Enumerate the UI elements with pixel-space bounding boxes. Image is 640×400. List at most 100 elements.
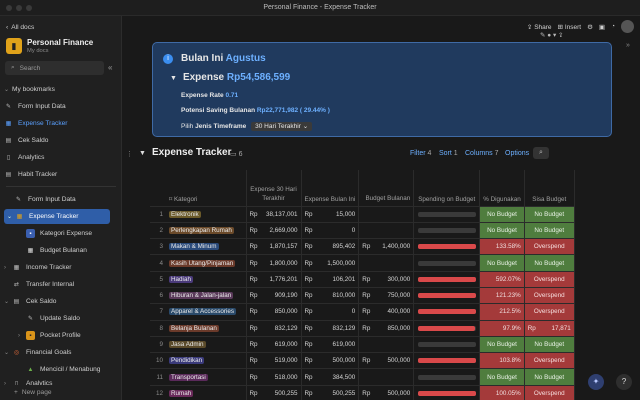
kategori-tag[interactable]: Elektronik [169, 210, 201, 218]
ai-assistant-button[interactable]: ✦ [588, 374, 604, 390]
sidebar-item-cek-saldo[interactable]: ⌄ ▤ Cek Saldo [4, 298, 57, 305]
month-label: Bulan Ini [181, 53, 224, 64]
kategori-cell[interactable]: Jasa Admin [166, 336, 247, 354]
bookmark-cek-saldo[interactable]: ▤ Cek Saldo [5, 137, 49, 144]
options-button[interactable]: Options [505, 150, 530, 157]
sidebar-item-form-input-data[interactable]: ✎ Form Input Data [15, 196, 76, 203]
kategori-tag[interactable]: Kasih Utang/Pinjaman [169, 259, 236, 267]
col-spending-on-budget[interactable]: Spending on Budget [413, 170, 481, 207]
table-title[interactable]: Expense Tracker [152, 147, 232, 158]
sidebar-item-pocket-profile[interactable]: › ▪ Pocket Profile [18, 331, 81, 340]
table-row[interactable]: 10 Pendidikan Rp 519,000 Rp 500,000 Rp 500,000 1… [150, 352, 575, 370]
sidebar-item-kategori-expense[interactable]: ▪ Kategori Expense [0, 226, 121, 241]
bookmark-form-input-data[interactable]: ✎ Form Input Data [5, 103, 66, 110]
col-sisa-budget[interactable]: Sisa Budget [524, 170, 575, 207]
timeframe-select[interactable]: 30 Hari Terakhir ⌄ [251, 122, 313, 131]
kategori-tag[interactable]: Jasa Admin [169, 341, 206, 349]
col-expense-30[interactable]: Expense 30 Hari Terakhir [246, 170, 302, 207]
table-row[interactable]: 7 Apparel & Accessories Rp 850,000 Rp 0 Rp 400,… [150, 303, 575, 321]
avatar[interactable] [621, 20, 634, 33]
sidebar-item-update-saldo[interactable]: ✎ Update Saldo [27, 315, 80, 322]
collapse-sidebar-icon[interactable]: « [108, 63, 113, 72]
drag-handle-icon[interactable]: ⋮ [126, 151, 133, 158]
sidebar-item-income-tracker[interactable]: › ▦ Income Tracker [4, 264, 72, 271]
table-row[interactable]: 11 Transportasi Rp 518,000 Rp 384,500 No Budge… [150, 368, 575, 386]
kategori-tag[interactable]: Perlengkapan Rumah [169, 226, 234, 234]
workspace-logo[interactable]: ▮ [6, 38, 22, 54]
kategori-cell[interactable]: Perlengkapan Rumah [166, 222, 247, 240]
kategori-tag[interactable]: Transportasi [169, 373, 208, 381]
col-pct-digunakan[interactable]: % Digunakan [479, 170, 525, 207]
kategori-tag[interactable]: Hiburan & Jalan-jalan [169, 292, 234, 300]
back-to-docs-link[interactable]: ‹ All docs [6, 24, 35, 31]
sort-button[interactable]: Sort 1 [439, 150, 458, 157]
window-controls[interactable] [6, 5, 32, 11]
kategori-tag[interactable]: Apparel & Accessories [169, 308, 236, 316]
kategori-cell[interactable]: Transportasi [166, 368, 247, 386]
kategori-tag[interactable]: Makan & Minum [169, 243, 219, 251]
share-button[interactable]: ⇪ Share [526, 23, 552, 31]
sidebar-item-expense-tracker[interactable]: ⌄ ▦ Expense Tracker [4, 209, 110, 224]
notification-icon[interactable]: ◔ [611, 23, 615, 30]
bookmarks-header[interactable]: ⌄ My bookmarks [4, 86, 55, 93]
kategori-tag[interactable]: Pendidikan [169, 357, 205, 365]
sidebar-item-financial-goals[interactable]: ⌄ ◎ Financial Goals [4, 349, 72, 356]
settings-icon[interactable]: ⚙ [587, 23, 593, 31]
expense-30-cell: Rp 2,669,000 [246, 222, 302, 240]
row-number: 6 [150, 287, 166, 305]
table-row[interactable]: 8 Belanja Bulanan Rp 832,129 Rp 832,129 Rp 850,… [150, 320, 575, 337]
table-row[interactable]: 5 Hadiah Rp 1,776,201 Rp 106,201 Rp 300,000 592.… [150, 271, 575, 288]
sidebar-item-transfer-internal[interactable]: ⇄ Transfer Internal [13, 281, 75, 288]
expand-icon[interactable]: » [626, 42, 630, 49]
expense-bulan-ini-cell: Rp 1,500,000 [301, 254, 360, 272]
sidebar-item-budget-bulanan[interactable]: ▦ Budget Bulanan [27, 247, 87, 254]
kategori-cell[interactable]: Rumah [166, 385, 247, 400]
search-input[interactable]: ⌕ Search [5, 61, 104, 75]
col-budget-bulanan[interactable]: Budget Bulanan [358, 170, 415, 207]
new-page-button[interactable]: + New page [0, 385, 121, 400]
page-icon[interactable]: ▣ [598, 23, 606, 31]
kategori-tag[interactable]: Rumah [169, 389, 194, 397]
collapse-table-icon[interactable]: ▼ [139, 150, 146, 157]
currency-label: Rp [249, 259, 258, 267]
kategori-cell[interactable]: Apparel & Accessories [166, 303, 247, 321]
filter-button[interactable]: Filter 4 [410, 150, 432, 157]
table-row[interactable]: 12 Rumah Rp 500,255 Rp 500,255 Rp 500,000 100.05… [150, 385, 575, 400]
insert-button[interactable]: ⊞ Insert [557, 23, 582, 31]
bookmark-expense-tracker[interactable]: ▦ Expense Tracker [5, 120, 68, 127]
kategori-cell[interactable]: Kasih Utang/Pinjaman [166, 254, 247, 272]
kategori-cell[interactable]: Makan & Minum [166, 238, 247, 256]
sisa-budget-cell: Overspend [524, 303, 575, 321]
help-button[interactable]: ? [616, 374, 632, 390]
bookmark-habit-tracker[interactable]: ▤ Habit Tracker [5, 171, 58, 178]
table-row[interactable]: 4 Kasih Utang/Pinjaman Rp 1,800,000 Rp 1,500,… [150, 254, 575, 272]
currency-label: Rp [249, 341, 258, 349]
kategori-cell[interactable]: Pendidikan [166, 352, 247, 370]
col-kategori[interactable]: ⌑ Kategori [166, 170, 247, 207]
kategori-tag[interactable]: Hadiah [169, 275, 193, 283]
bookmark-analytics[interactable]: ▯ Analytics [0, 150, 121, 165]
columns-button[interactable]: Columns 7 [465, 150, 499, 157]
table-row[interactable]: 3 Makan & Minum Rp 1,870,157 Rp 895,402 Rp 1,40… [150, 238, 575, 256]
kategori-cell[interactable]: Belanja Bulanan [166, 320, 247, 337]
sidebar-item-mencicil-menabung[interactable]: ▲ Mencicil / Menabung [27, 366, 101, 373]
kategori-cell[interactable]: Elektronik [166, 206, 247, 223]
search-icon: ⌕ [11, 64, 15, 71]
table-row[interactable]: 1 Elektronik Rp 38,137,001 Rp 15,000 No Budget… [150, 206, 575, 223]
table-row[interactable]: 6 Hiburan & Jalan-jalan Rp 909,190 Rp 810,000… [150, 287, 575, 305]
table-row[interactable]: 9 Jasa Admin Rp 619,000 Rp 619,000 No Budget No… [150, 336, 575, 354]
kategori-cell[interactable]: Hiburan & Jalan-jalan [166, 287, 247, 305]
table-row[interactable]: 2 Perlengkapan Rumah Rp 2,669,000 Rp 0 No Budg… [150, 222, 575, 240]
edit-tools[interactable]: ✎ ● ▾ ⇪ [540, 32, 564, 39]
toggle-triangle-icon[interactable]: ▼ [170, 75, 177, 82]
sidebar: ‹ All docs ▮ Personal Finance My docs ⌕ Se… [0, 16, 122, 400]
col-expense-bulan-ini[interactable]: Expense Bulan Ini [301, 170, 360, 207]
expense-30-cell: Rp 1,870,157 [246, 238, 302, 256]
comment-count[interactable]: ▭ 6 [230, 151, 243, 158]
table-search-icon[interactable]: ⌕ [533, 147, 549, 159]
kategori-cell[interactable]: Hadiah [166, 271, 247, 288]
kategori-tag[interactable]: Belanja Bulanan [169, 324, 219, 332]
sidebar-item-analytics[interactable]: › ▯ Analytics [4, 380, 53, 387]
workspace-name[interactable]: Personal Finance [27, 38, 94, 47]
sisa-budget-cell: No Budget [524, 222, 575, 240]
